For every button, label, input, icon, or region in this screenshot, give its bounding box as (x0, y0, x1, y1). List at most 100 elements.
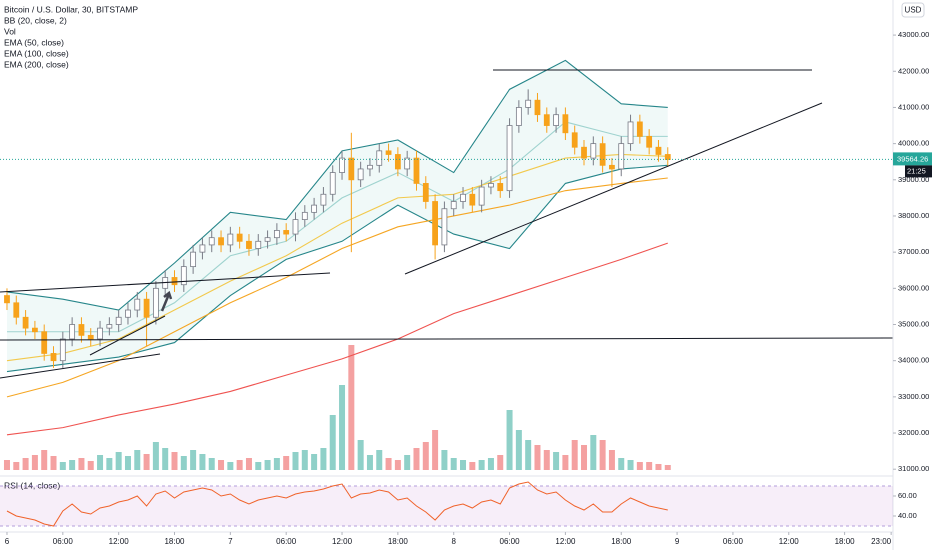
volume-bar (301, 450, 308, 470)
candle-body (255, 240, 262, 249)
volume-bar (636, 462, 643, 470)
time-tick-label: 18:00 (388, 537, 409, 546)
time-tick-label: 12:00 (332, 537, 353, 546)
volume-bar (655, 464, 662, 470)
candle-body (646, 135, 653, 148)
candle-body (106, 324, 113, 329)
price-tick-label: 32000.00 (898, 428, 929, 437)
volume-bar (50, 456, 57, 470)
candle-body (348, 157, 355, 181)
candle-body (497, 183, 504, 192)
candle-body (450, 201, 457, 210)
candle-body (264, 237, 271, 242)
volume-bar (236, 460, 243, 470)
candle-body (78, 324, 85, 336)
countdown: 21:25 (907, 166, 926, 175)
price-tick-label: 40000.00 (898, 139, 929, 148)
arrow (160, 290, 173, 312)
volume-bar (590, 435, 597, 470)
volume-bar (581, 445, 588, 470)
volume-bar (497, 455, 504, 470)
currency[interactable]: USD (905, 6, 922, 15)
price-tick-label: 42000.00 (898, 66, 929, 75)
time-tick-label: 18:00 (164, 537, 185, 546)
candle-body (143, 298, 150, 318)
price-tick-label: 34000.00 (898, 356, 929, 365)
time-tick-label: 18:00 (835, 537, 856, 546)
price-tick-label: 31000.00 (898, 464, 929, 473)
time-tick-label: 7 (228, 537, 233, 546)
candle-body (506, 125, 513, 192)
candle-body (422, 183, 429, 202)
volume-bar (292, 452, 299, 470)
volume-bar (422, 442, 429, 470)
candle-body (218, 237, 224, 246)
time-tick-label: 06:00 (500, 537, 521, 546)
candle-body (441, 208, 448, 246)
price-tick-label: 36000.00 (898, 283, 929, 292)
candle-body (292, 219, 299, 235)
volume-bar (264, 460, 271, 470)
drawings (0, 69, 894, 379)
indicator-line (6, 164, 668, 373)
volume-bar (329, 415, 336, 470)
candle-body (41, 331, 48, 354)
candle-body (581, 146, 587, 159)
candle-body (69, 324, 76, 340)
volume-bar (87, 461, 94, 470)
volume-bar (469, 462, 476, 470)
rsi-band (0, 486, 893, 526)
candle-body (180, 266, 187, 286)
volume-bar (562, 455, 569, 470)
volume-bar (534, 445, 541, 470)
volume-bar (376, 450, 383, 470)
trend-line (89, 315, 166, 356)
candle-body (329, 172, 336, 195)
trend-line (0, 353, 161, 379)
candle-body (664, 154, 671, 160)
candle-body (115, 316, 122, 325)
candle-body (190, 251, 197, 268)
candle-body (394, 154, 401, 170)
volume-bar (394, 460, 401, 470)
volume-bar (413, 448, 420, 470)
time-tick-label: 23:00 (871, 537, 892, 546)
trend-line (404, 102, 823, 275)
candle-body (618, 143, 625, 170)
candle-body (488, 183, 494, 188)
volume-bar (180, 456, 187, 470)
price-tick-label: 37000.00 (898, 247, 929, 256)
volume-bar (320, 448, 327, 470)
price-tick-label: 39000.00 (898, 175, 929, 184)
candle-body (367, 164, 373, 170)
volume-bar (283, 456, 290, 470)
candle-body (571, 132, 578, 148)
candle-body (171, 277, 178, 286)
volume-bar (432, 430, 439, 470)
volume-bar (143, 454, 150, 470)
candle-body (97, 327, 103, 340)
volume-bar (487, 458, 494, 470)
time-tick-label: 06:00 (53, 537, 74, 546)
volume-bar (664, 465, 671, 470)
volume-bar (97, 455, 104, 470)
volume-bar (78, 458, 85, 470)
candle-body (404, 157, 411, 170)
candle-body (320, 193, 327, 206)
volume-bar (348, 345, 355, 470)
volume-bar (115, 452, 122, 470)
indicator: Vol (4, 26, 16, 36)
candle-body (87, 334, 94, 340)
time-tick-label: 6 (5, 537, 10, 546)
volume-bar (124, 456, 131, 470)
volume-bar (208, 458, 215, 470)
volume-bar (627, 460, 634, 470)
candle-body (609, 164, 615, 170)
currency-button[interactable] (901, 2, 925, 18)
candle-body (59, 338, 66, 362)
candle-body (413, 157, 420, 184)
time-tick-label: 12:00 (779, 537, 800, 546)
candle-body (125, 309, 131, 318)
time-tick-label: 06:00 (276, 537, 297, 546)
volume-bar (134, 450, 141, 470)
